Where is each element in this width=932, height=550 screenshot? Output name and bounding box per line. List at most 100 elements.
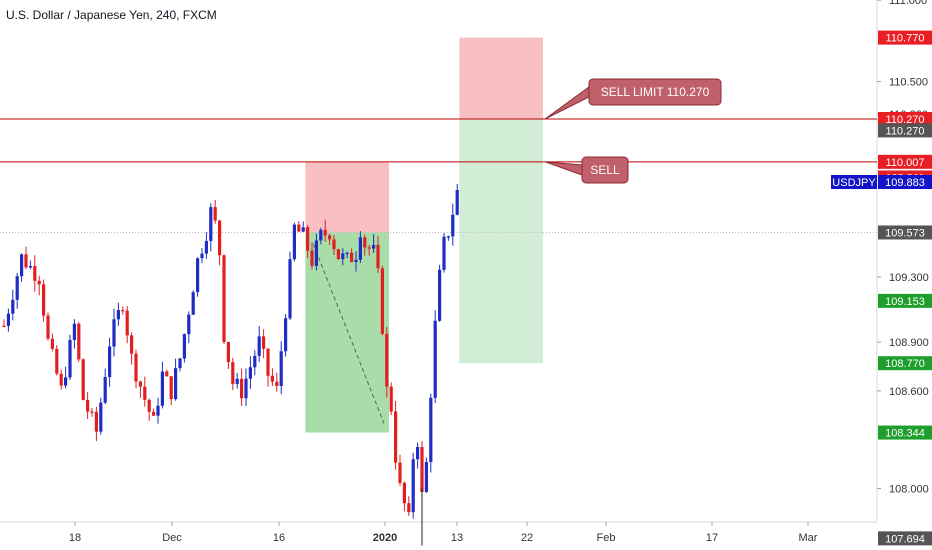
- candle-body: [2, 325, 6, 327]
- sell-limit-callout-pointer: [544, 86, 590, 120]
- candle-body: [235, 378, 239, 384]
- candle-body: [310, 250, 314, 266]
- position-2-stop-zone: [459, 37, 543, 119]
- candle-body: [90, 411, 94, 413]
- candle-body: [279, 351, 283, 386]
- candle-body: [323, 229, 327, 236]
- candle-body: [350, 252, 354, 262]
- sell-limit-callout-label: SELL LIMIT 110.270: [601, 85, 710, 99]
- candle-body: [81, 359, 85, 400]
- candle-body: [15, 276, 19, 300]
- candle-body: [398, 462, 402, 483]
- price-label: 109.883: [885, 177, 925, 189]
- candle-body: [204, 240, 208, 254]
- candle-body: [345, 252, 349, 255]
- candle-body: [160, 371, 164, 406]
- price-label: 108.770: [885, 358, 925, 370]
- sell-limit-callout-box: [588, 78, 722, 106]
- price-label-bg: [878, 154, 932, 169]
- candle-body: [354, 259, 358, 262]
- candle-body: [196, 258, 200, 293]
- candle-body: [341, 253, 345, 260]
- candle-body: [6, 313, 10, 326]
- candle-body: [121, 310, 125, 312]
- candle-body: [240, 378, 244, 399]
- candle-body: [46, 315, 50, 339]
- x-tick-label: 22: [521, 532, 533, 544]
- candle-body: [130, 335, 134, 354]
- price-label-bg: [878, 425, 932, 440]
- symbol-tag: USDJPY: [832, 177, 876, 189]
- candle-body: [248, 367, 252, 379]
- candle-body: [72, 323, 76, 340]
- x-tick-label: Mar: [799, 532, 818, 544]
- y-tick-label: 111.000: [889, 0, 927, 7]
- candle-body: [68, 339, 72, 378]
- candle-body: [416, 447, 420, 460]
- candle-body: [455, 190, 459, 215]
- y-tick-label: 108.600: [889, 386, 929, 398]
- y-tick-label: 108.000: [889, 484, 929, 496]
- candle-body: [301, 227, 305, 232]
- candle-body: [385, 333, 389, 387]
- candle-body: [363, 237, 367, 248]
- price-label-bg: [878, 356, 932, 371]
- candle-body: [319, 229, 323, 241]
- candle-body: [152, 411, 156, 416]
- candle-body: [332, 239, 336, 250]
- price-label-bg: [878, 30, 932, 45]
- candle-body: [174, 368, 178, 400]
- candle-body: [99, 402, 103, 432]
- x-tick-label: Feb: [597, 532, 616, 544]
- candle-body: [42, 284, 46, 316]
- candle-body: [451, 214, 455, 237]
- candle-body: [218, 220, 222, 256]
- price-label: 109.153: [885, 296, 925, 308]
- candle-body: [442, 236, 446, 270]
- candle-body: [433, 320, 437, 398]
- candle-body: [134, 353, 138, 382]
- candle-body: [257, 336, 261, 356]
- candle-body: [262, 336, 266, 349]
- x-tick-label: 17: [706, 532, 718, 544]
- candle-body: [94, 411, 98, 432]
- candle-body: [50, 338, 54, 349]
- x-tick-label: 16: [273, 532, 285, 544]
- price-label-bg: [878, 123, 932, 138]
- candle-body: [411, 459, 415, 513]
- position-1-target-zone: [305, 232, 389, 433]
- price-label-bg: [878, 293, 932, 308]
- position-1-stop-zone: [305, 161, 389, 233]
- candle-body: [165, 371, 169, 377]
- y-tick-label: 108.900: [889, 337, 929, 349]
- y-tick-label: 109.300: [889, 272, 929, 284]
- candle-body: [328, 235, 332, 240]
- candle-body: [64, 377, 68, 386]
- candle-body: [222, 255, 226, 343]
- symbol-tag-bg: [831, 175, 877, 190]
- candle-body: [55, 348, 59, 374]
- x-tick-label: 2020: [373, 532, 397, 544]
- candle-body: [389, 386, 393, 412]
- candle-body: [438, 269, 442, 321]
- candle-body: [253, 355, 257, 368]
- candle-body: [37, 280, 41, 285]
- position-2-target-zone: [459, 119, 543, 364]
- x-tick-label: 18: [69, 532, 81, 544]
- candle-body: [420, 447, 424, 492]
- candle-body: [380, 268, 384, 334]
- candle-body: [429, 397, 433, 462]
- candle-body: [284, 318, 288, 352]
- candle-body: [314, 240, 318, 266]
- candle-body: [209, 207, 213, 241]
- sell-callout-pointer: [544, 161, 583, 176]
- price-label: 108.344: [885, 428, 925, 440]
- candle-body: [143, 386, 147, 400]
- candle-body: [200, 253, 204, 259]
- price-label-bg: [878, 112, 932, 126]
- candle-body: [28, 265, 32, 268]
- y-tick-label: 110.500: [889, 77, 928, 89]
- candle-body: [191, 292, 195, 315]
- sell-callout-label: SELL: [590, 163, 620, 177]
